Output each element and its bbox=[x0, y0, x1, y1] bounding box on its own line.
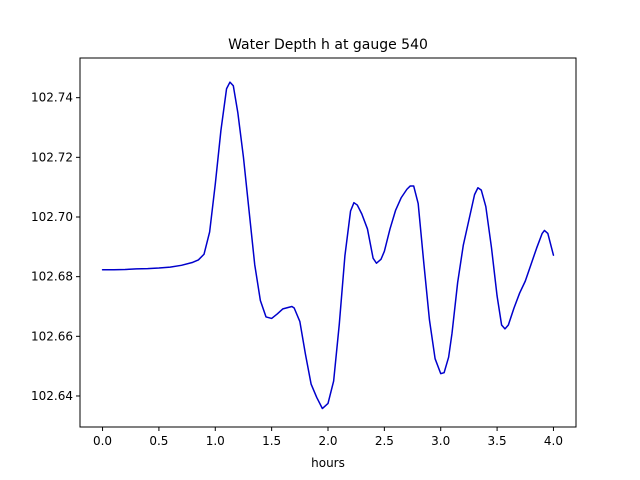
y-tick-label: 102.72 bbox=[31, 150, 73, 164]
x-tick-label: 1.5 bbox=[262, 434, 281, 448]
y-tick-label: 102.68 bbox=[31, 270, 73, 284]
x-tick-label: 3.0 bbox=[431, 434, 450, 448]
y-axis: 102.64 102.66 102.68 102.70 102.72 102.74 bbox=[31, 91, 80, 403]
x-tick-label: 2.5 bbox=[375, 434, 394, 448]
x-axis: 0.0 0.5 1.0 1.5 2.0 2.5 3.0 3.5 4.0 bbox=[93, 427, 563, 448]
x-tick-label: 1.0 bbox=[206, 434, 225, 448]
x-tick-label: 0.5 bbox=[149, 434, 168, 448]
x-tick-label: 2.0 bbox=[318, 434, 337, 448]
x-tick-label: 0.0 bbox=[93, 434, 112, 448]
y-tick-label: 102.70 bbox=[31, 210, 73, 224]
x-axis-label: hours bbox=[311, 456, 345, 470]
chart-title: Water Depth h at gauge 540 bbox=[228, 37, 428, 53]
x-tick-label: 4.0 bbox=[544, 434, 563, 448]
y-tick-label: 102.64 bbox=[31, 389, 73, 403]
y-tick-label: 102.74 bbox=[31, 91, 73, 105]
series-line-0 bbox=[101, 81, 555, 410]
series-layer bbox=[101, 81, 555, 410]
x-tick-label: 3.5 bbox=[488, 434, 507, 448]
y-tick-label: 102.66 bbox=[31, 329, 73, 343]
